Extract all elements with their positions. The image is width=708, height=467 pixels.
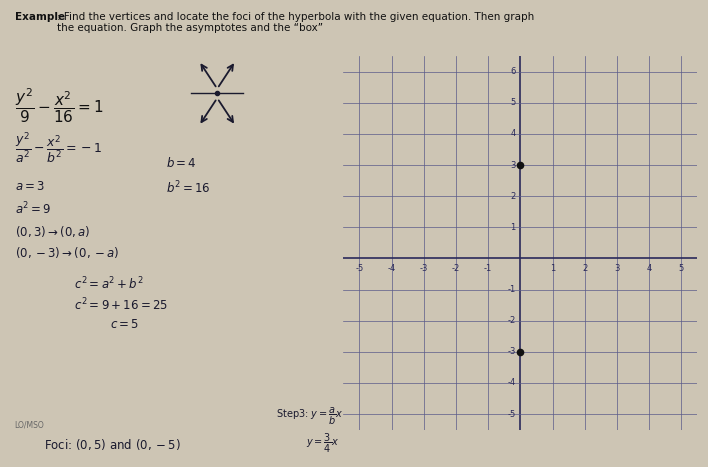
Text: $b = 4$: $b = 4$ bbox=[166, 156, 196, 170]
Text: 4: 4 bbox=[646, 264, 652, 273]
Text: -5: -5 bbox=[355, 264, 364, 273]
Text: 1: 1 bbox=[510, 223, 515, 232]
Text: $c^2 = 9 + 16 = 25$: $c^2 = 9 + 16 = 25$ bbox=[74, 297, 168, 313]
Text: Foci: $(0,5)$ and $(0,-5)$: Foci: $(0,5)$ and $(0,-5)$ bbox=[44, 437, 181, 452]
Text: -4: -4 bbox=[387, 264, 396, 273]
Text: -5: -5 bbox=[508, 410, 515, 418]
Text: -3: -3 bbox=[507, 347, 515, 356]
Text: 4: 4 bbox=[510, 129, 515, 138]
Text: $a^2 = 9$: $a^2 = 9$ bbox=[15, 201, 51, 218]
Text: -4: -4 bbox=[508, 378, 515, 388]
Text: $(0,-3) \rightarrow (0,-a)$: $(0,-3) \rightarrow (0,-a)$ bbox=[15, 245, 119, 260]
Text: -3: -3 bbox=[420, 264, 428, 273]
Text: $(0,3) \rightarrow (0,a)$: $(0,3) \rightarrow (0,a)$ bbox=[15, 224, 90, 239]
Text: LO/MSO: LO/MSO bbox=[15, 420, 45, 429]
Text: $\dfrac{y^2}{a^2} - \dfrac{x^2}{b^2} = -1$: $\dfrac{y^2}{a^2} - \dfrac{x^2}{b^2} = -… bbox=[15, 131, 102, 165]
Text: : Find the vertices and locate the foci of the hyperbola with the given equation: : Find the vertices and locate the foci … bbox=[57, 12, 535, 33]
Text: $b^2 = 16$: $b^2 = 16$ bbox=[166, 180, 210, 197]
Text: 5: 5 bbox=[679, 264, 684, 273]
Text: -2: -2 bbox=[452, 264, 460, 273]
Text: -2: -2 bbox=[508, 316, 515, 325]
Text: 1: 1 bbox=[550, 264, 555, 273]
Text: 3: 3 bbox=[615, 264, 620, 273]
Text: -1: -1 bbox=[484, 264, 492, 273]
Text: $\dfrac{y^2}{9} - \dfrac{x^2}{16} = 1$: $\dfrac{y^2}{9} - \dfrac{x^2}{16} = 1$ bbox=[15, 86, 103, 125]
Text: 3: 3 bbox=[510, 161, 515, 170]
Text: 2: 2 bbox=[582, 264, 588, 273]
Text: 6: 6 bbox=[510, 67, 515, 76]
Text: $c^2 = a^2 + b^2$: $c^2 = a^2 + b^2$ bbox=[74, 276, 143, 292]
Text: Example: Example bbox=[15, 12, 65, 21]
Text: 2: 2 bbox=[510, 191, 515, 201]
Text: $c = 5$: $c = 5$ bbox=[110, 318, 139, 331]
Text: Step3: $y = \dfrac{a}{b}x$: Step3: $y = \dfrac{a}{b}x$ bbox=[276, 406, 344, 427]
Text: -1: -1 bbox=[508, 285, 515, 294]
Text: $a = 3$: $a = 3$ bbox=[15, 180, 45, 193]
Text: 5: 5 bbox=[510, 98, 515, 107]
Text: $y = \dfrac{3}{4}x$: $y = \dfrac{3}{4}x$ bbox=[306, 432, 339, 455]
